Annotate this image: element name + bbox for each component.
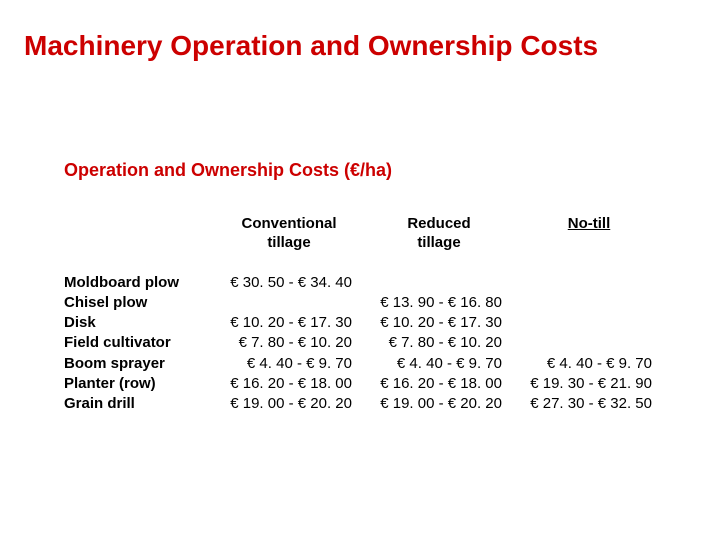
row-label: Field cultivator [64,333,214,353]
costs-table: Conventionaltillage Reducedtillage No-ti… [64,215,674,414]
row-label: Planter (row) [64,374,214,394]
table-row: Planter (row)€ 16. 20 - € 18. 00€ 16. 20… [64,374,674,394]
row-label: Boom sprayer [64,354,214,374]
subtitle: Operation and Ownership Costs (€/ha) [64,160,392,181]
table-cell [514,273,664,293]
table-cell: € 30. 50 - € 34. 40 [214,273,364,293]
table-cell: € 19. 00 - € 20. 20 [364,394,514,414]
table-row: Grain drill€ 19. 00 - € 20. 20€ 19. 00 -… [64,394,674,414]
row-label: Grain drill [64,394,214,414]
table-cell: € 10. 20 - € 17. 30 [364,313,514,333]
table-header-conventional: Conventionaltillage [214,215,364,253]
page-title: Machinery Operation and Ownership Costs [24,30,696,62]
table-cell: € 7. 80 - € 10. 20 [214,333,364,353]
table-header-notill: No-till [514,215,664,253]
slide: Machinery Operation and Ownership Costs … [0,0,720,540]
table-cell [514,333,664,353]
row-label: Chisel plow [64,293,214,313]
table-cell: € 10. 20 - € 17. 30 [214,313,364,333]
table-cell: € 4. 40 - € 9. 70 [364,354,514,374]
table-cell [514,293,664,313]
table-cell [514,313,664,333]
header-text: No-till [568,215,611,232]
row-label: Moldboard plow [64,273,214,293]
table-cell: € 19. 30 - € 21. 90 [514,374,664,394]
table-row: Disk€ 10. 20 - € 17. 30€ 10. 20 - € 17. … [64,313,674,333]
table-row: Field cultivator€ 7. 80 - € 10. 20€ 7. 8… [64,333,674,353]
table-body: Moldboard plow€ 30. 50 - € 34. 40Chisel … [64,273,674,415]
table-row: Chisel plow € 13. 90 - € 16. 80 [64,293,674,313]
header-text: Conventionaltillage [241,215,336,251]
table-cell: € 16. 20 - € 18. 00 [364,374,514,394]
table-cell: € 13. 90 - € 16. 80 [364,293,514,313]
table-cell [364,273,514,293]
table-row: Boom sprayer€ 4. 40 - € 9. 70€ 4. 40 - €… [64,354,674,374]
row-label: Disk [64,313,214,333]
table-cell: € 4. 40 - € 9. 70 [214,354,364,374]
header-text: Reducedtillage [407,215,470,251]
table-cell: € 4. 40 - € 9. 70 [514,354,664,374]
table-cell: € 16. 20 - € 18. 00 [214,374,364,394]
table-header-blank [64,215,214,253]
table-header-row: Conventionaltillage Reducedtillage No-ti… [64,215,674,253]
table-cell [214,293,364,313]
table-cell: € 19. 00 - € 20. 20 [214,394,364,414]
table-header-reduced: Reducedtillage [364,215,514,253]
table-row: Moldboard plow€ 30. 50 - € 34. 40 [64,273,674,293]
table-cell: € 7. 80 - € 10. 20 [364,333,514,353]
table-cell: € 27. 30 - € 32. 50 [514,394,664,414]
